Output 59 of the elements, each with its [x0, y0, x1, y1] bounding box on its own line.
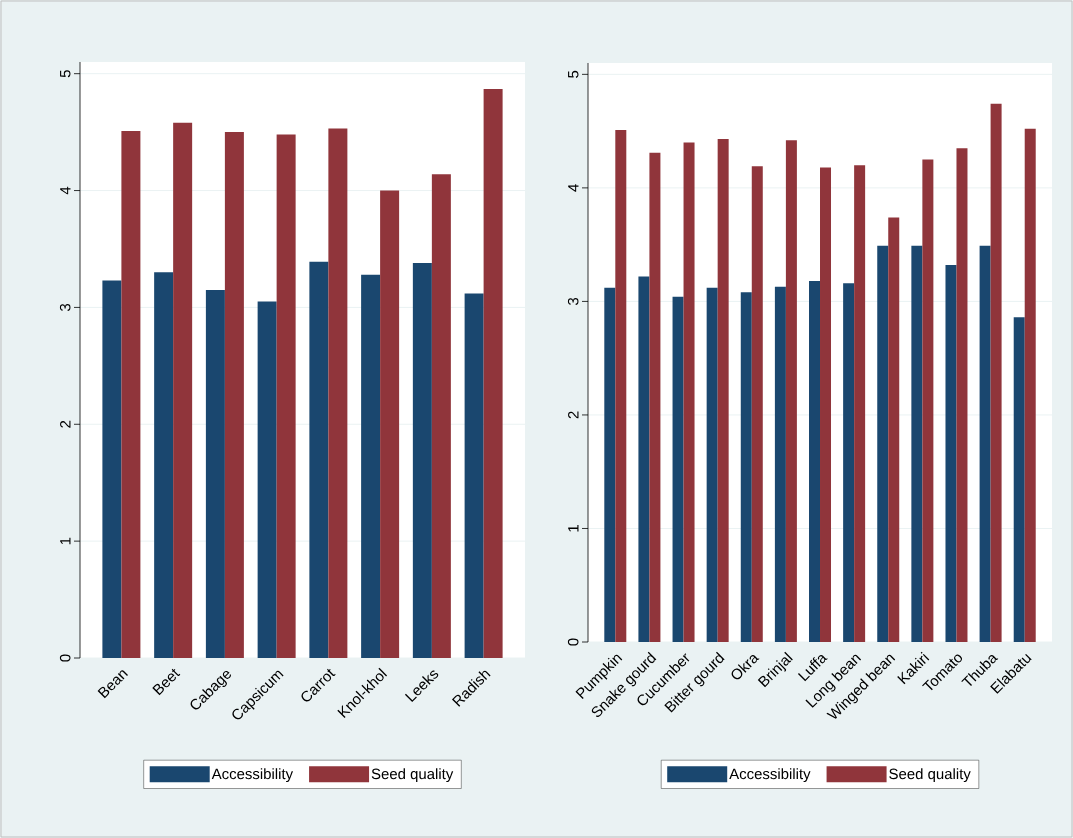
bar	[820, 167, 832, 642]
y-tick-label: 3	[59, 303, 71, 311]
bar	[276, 134, 296, 658]
bar	[257, 301, 277, 658]
bar	[785, 140, 797, 642]
bar	[751, 166, 763, 642]
y-tick-label: 5	[60, 70, 71, 78]
y-tick-label: 4	[60, 186, 71, 195]
legend-label: Seed quality	[889, 768, 971, 783]
bar	[638, 276, 650, 642]
bar	[706, 287, 718, 642]
bar	[717, 139, 729, 642]
bar	[173, 122, 193, 658]
bar	[1013, 317, 1025, 642]
bar	[672, 296, 684, 642]
bar	[740, 292, 752, 642]
bar	[956, 148, 968, 642]
bar	[1024, 128, 1036, 642]
bar	[224, 132, 244, 658]
bar	[328, 128, 348, 658]
y-tick-label: 1	[568, 525, 579, 532]
bar	[649, 152, 661, 642]
x-tick-label: Okra	[731, 654, 760, 680]
bar	[888, 217, 900, 642]
bar	[154, 272, 174, 658]
legend-label: Seed quality	[371, 768, 454, 783]
bar	[483, 88, 503, 658]
bar	[854, 165, 866, 642]
bar	[464, 293, 484, 658]
bar	[774, 286, 786, 642]
bar	[877, 245, 889, 642]
bar	[604, 287, 616, 642]
legend-label: Accessibility	[211, 768, 294, 783]
y-tick-label: 5	[568, 70, 579, 78]
bar	[990, 103, 1002, 642]
bar	[309, 261, 329, 658]
y-tick-label: 1	[60, 537, 71, 545]
bar	[809, 280, 821, 642]
bar	[102, 280, 122, 658]
bar	[843, 283, 855, 642]
bar	[412, 263, 432, 658]
bar	[922, 159, 934, 642]
bar	[205, 289, 225, 658]
legend-label: Accessibility	[729, 768, 811, 783]
y-tick-label: 2	[568, 411, 579, 419]
bar	[431, 174, 451, 658]
bar	[911, 245, 923, 642]
y-tick-label: 0	[567, 638, 579, 646]
bar	[121, 130, 141, 658]
bar	[979, 245, 991, 642]
bar	[361, 274, 381, 658]
y-tick-label: 3	[567, 297, 579, 305]
bar	[380, 190, 400, 658]
bar	[615, 129, 627, 642]
y-tick-label: 0	[59, 654, 71, 662]
bar	[683, 142, 695, 642]
y-tick-label: 4	[568, 184, 579, 192]
y-tick-label: 2	[60, 420, 71, 428]
bar	[945, 265, 957, 642]
